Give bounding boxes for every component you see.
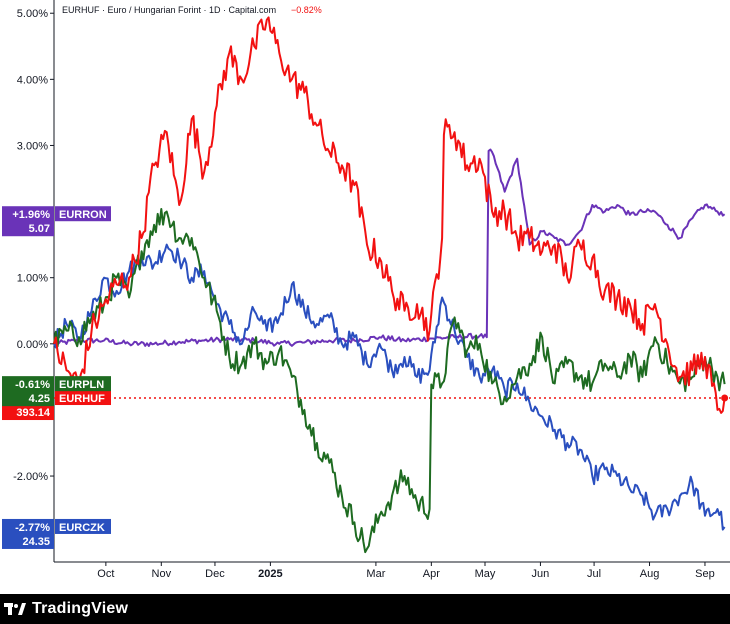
- badge-pct: -0.61%: [15, 379, 50, 391]
- badge-series-name: EURCZK: [59, 522, 105, 534]
- badge-name-bg: [55, 376, 111, 392]
- badge-price: 4.25: [29, 393, 50, 405]
- series-line-eurpln: [53, 208, 726, 554]
- badge-eurpln: EURPLN -0.61% 4.25: [2, 376, 111, 407]
- badge-price: 393.14: [16, 407, 51, 419]
- x-tick-label: Oct: [97, 568, 114, 580]
- footer-bar: TradingView: [0, 594, 730, 624]
- x-tick-label: Apr: [423, 568, 440, 580]
- badge-series-name: EURPLN: [59, 379, 104, 391]
- y-tick-label: 0.00%: [17, 339, 48, 351]
- badge-pct: +1.96%: [12, 209, 50, 221]
- footer-brand[interactable]: TradingView: [32, 600, 129, 617]
- badge-price: 24.35: [22, 536, 50, 548]
- badge-value-bg: [2, 206, 54, 237]
- series-line-eurron: [53, 148, 726, 347]
- x-tick-label: Aug: [640, 568, 660, 580]
- x-tick-label: Mar: [366, 568, 385, 580]
- x-tick-label: 2025: [258, 568, 282, 580]
- series-line-eurhuf: [53, 16, 726, 414]
- chart-background: [0, 0, 730, 594]
- y-tick-label: 5.00%: [17, 8, 48, 20]
- chart-title-change: −0.82%: [291, 5, 322, 15]
- badge-pct: -2.77%: [15, 522, 50, 534]
- series-badges: EURHUF-0.82%393.14EURRON+1.96%5.07EURPLN…: [2, 206, 111, 549]
- badge-series-name: EURRON: [59, 209, 107, 221]
- y-tick-label: -2.00%: [13, 471, 48, 483]
- y-tick-label: 1.00%: [17, 273, 48, 285]
- y-tick-label: 4.00%: [17, 74, 48, 86]
- badge-eurron: EURRON +1.96% 5.07: [2, 206, 111, 237]
- y-tick-label: 3.00%: [17, 140, 48, 152]
- badge-series-name: EURHUF: [59, 393, 105, 405]
- x-axis-ticks: Oct Nov Dec 2025 Mar Apr May Jun Jul Aug Sep: [97, 562, 715, 580]
- series-lines: [53, 16, 726, 554]
- badge-value-bg: [2, 376, 54, 407]
- badge-name-bg: [55, 206, 111, 222]
- badge-price: 5.07: [29, 223, 50, 235]
- y-axis-ticks: 5.00% 4.00% 3.00% 1.00% 0.00% -2.00%: [13, 8, 54, 483]
- chart-title: EURHUF · Euro / Hungarian Forint · 1D · …: [62, 5, 322, 15]
- badge-eurczk: EURCZK -2.77% 24.35: [2, 518, 111, 549]
- x-tick-label: Dec: [205, 568, 225, 580]
- x-tick-label: Sep: [695, 568, 715, 580]
- x-tick-label: May: [475, 568, 496, 580]
- x-tick-label: Nov: [152, 568, 172, 580]
- series-line-eurczk: [53, 243, 726, 531]
- badge-value-bg: [2, 518, 54, 549]
- tradingview-logo-icon[interactable]: [4, 602, 26, 616]
- badge-name-bg: [55, 518, 111, 534]
- x-tick-label: Jun: [532, 568, 550, 580]
- chart-title-text: EURHUF · Euro / Hungarian Forint · 1D · …: [62, 5, 276, 15]
- badge-name-bg: [55, 390, 111, 406]
- x-tick-label: Jul: [587, 568, 601, 580]
